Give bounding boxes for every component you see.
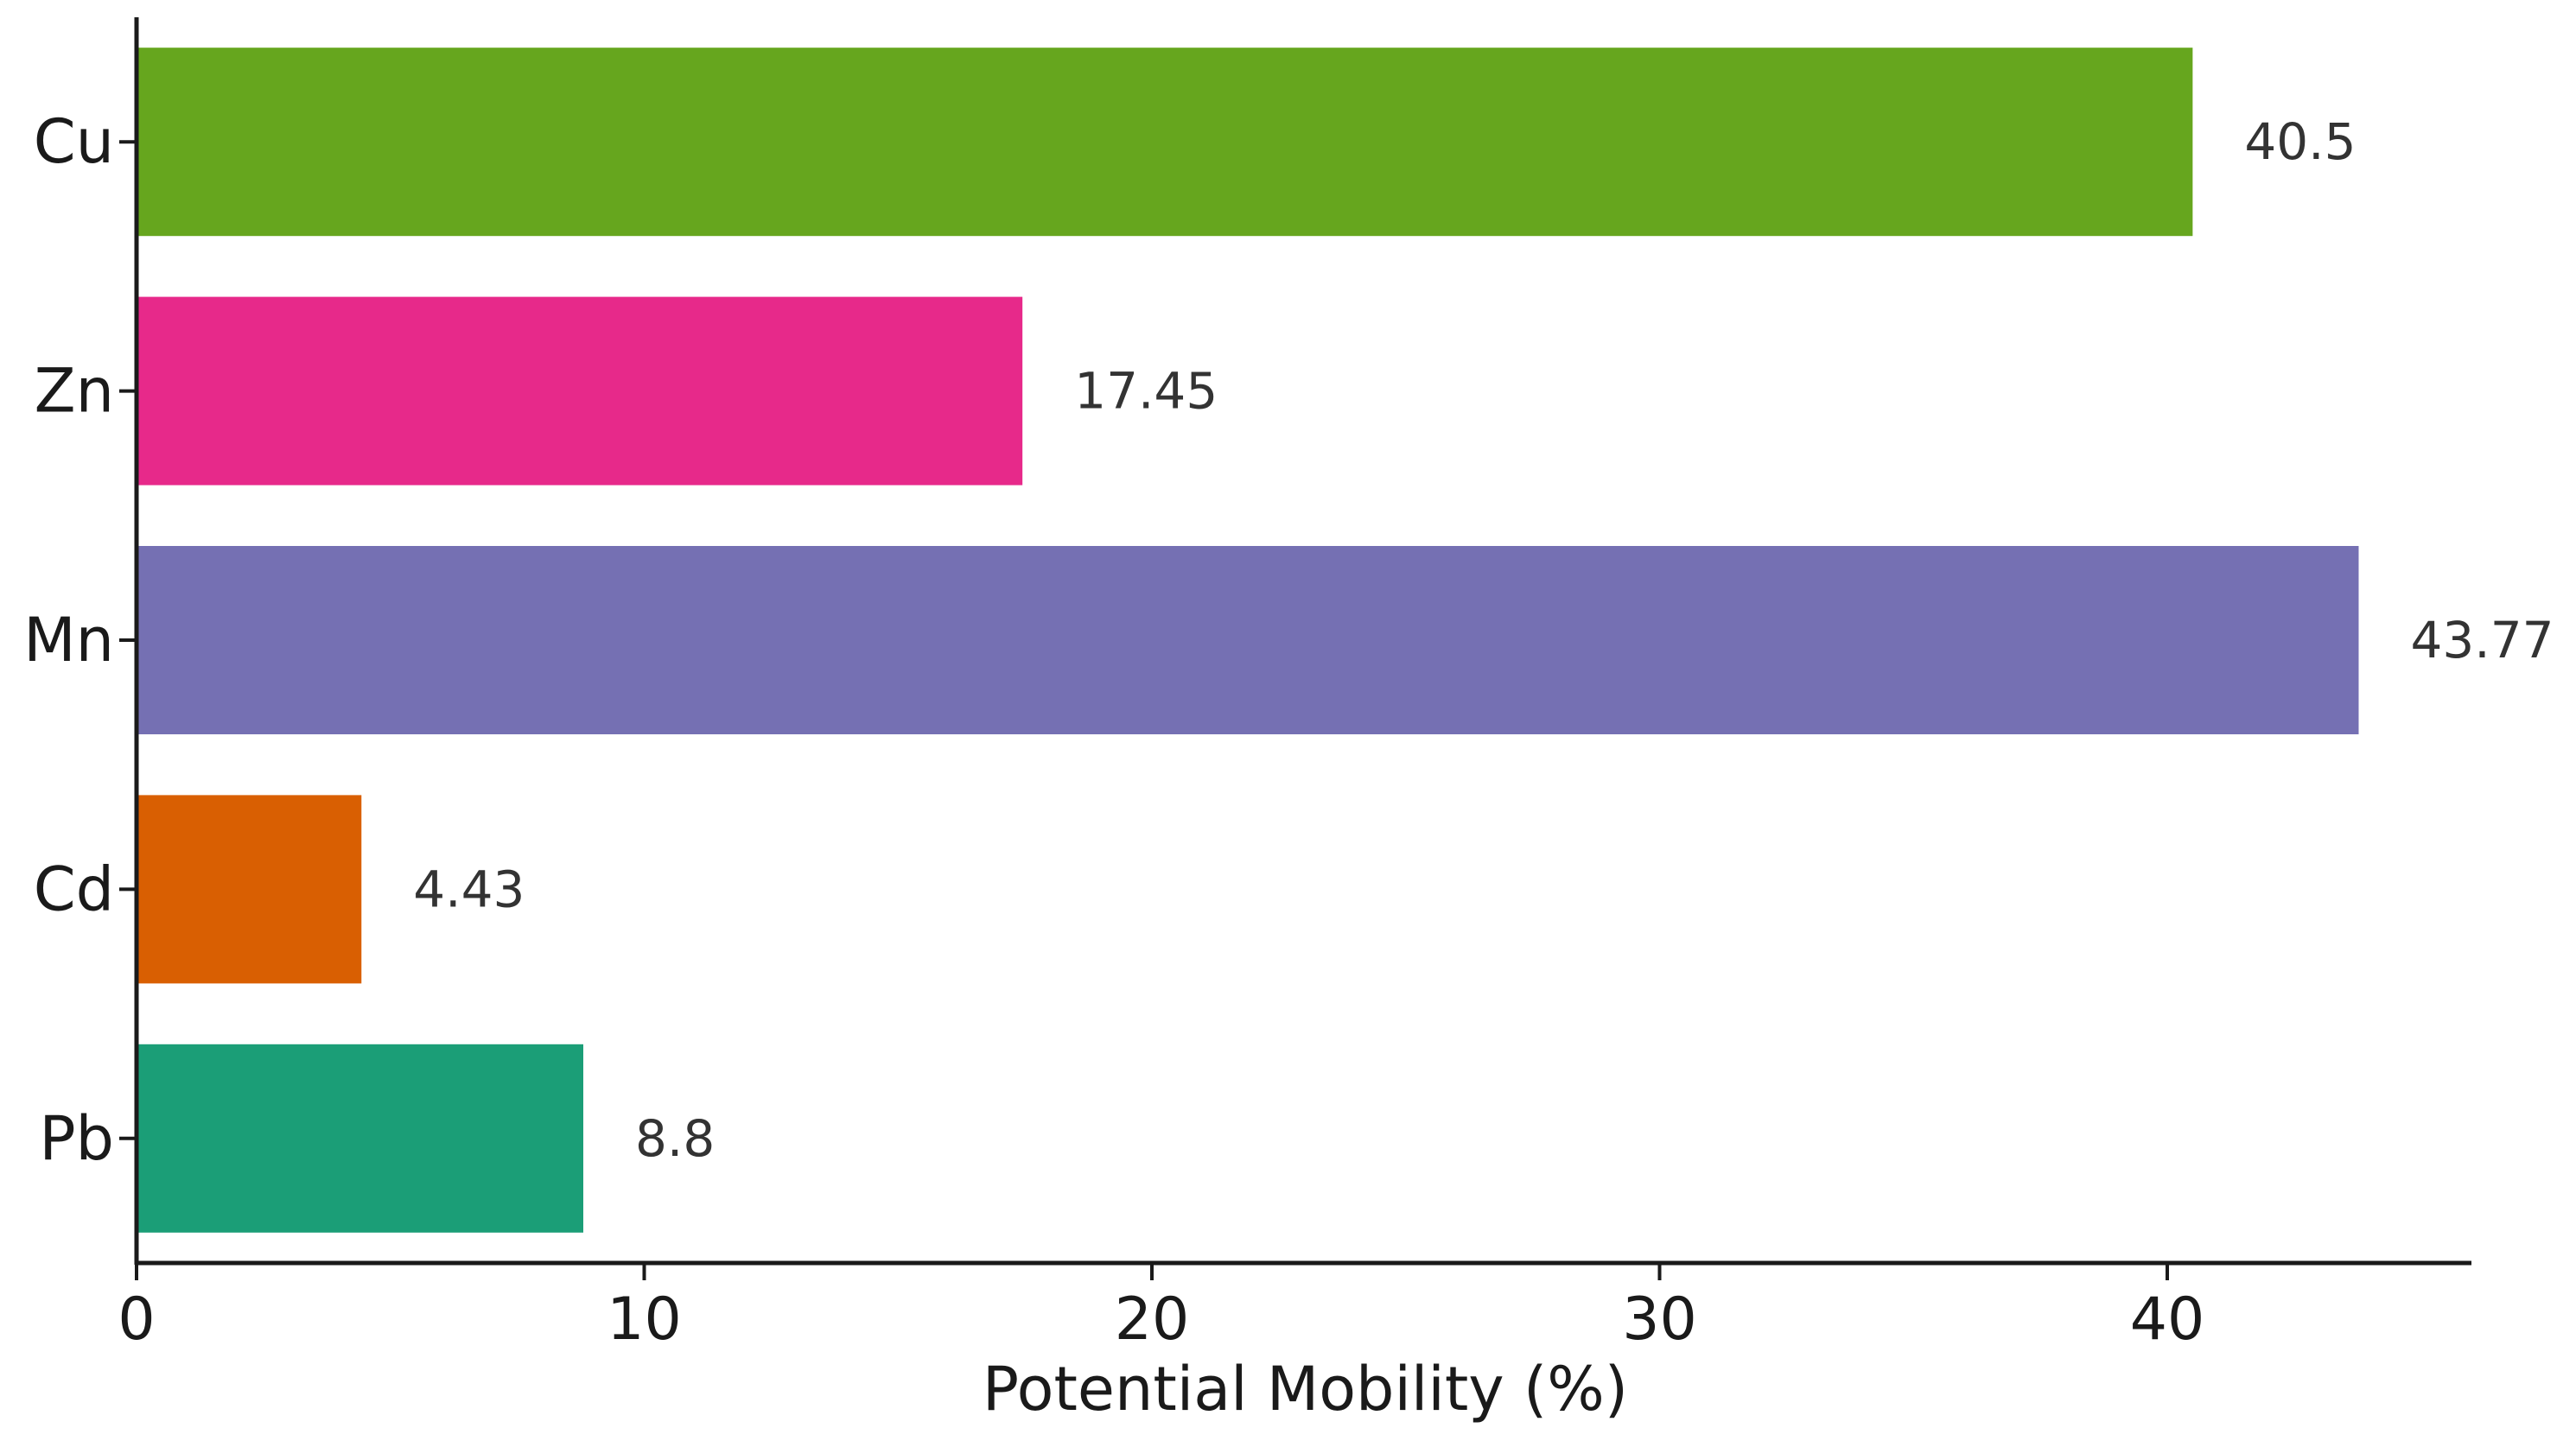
- bar-cu: [137, 48, 2193, 237]
- x-tick-label-30: 30: [1622, 1285, 1697, 1354]
- value-label-pb: 8.8: [635, 1109, 715, 1168]
- value-label-mn: 43.77: [2410, 611, 2554, 670]
- x-ticks-group: 0 10 20 30 40: [118, 1263, 2204, 1354]
- bar-mn: [137, 546, 2359, 734]
- category-label-mn: Mn: [23, 605, 114, 676]
- x-tick-label-20: 20: [1115, 1285, 1190, 1354]
- bars-group: [137, 48, 2359, 1233]
- x-tick-label-40: 40: [2130, 1285, 2205, 1354]
- x-tick-label-0: 0: [118, 1285, 155, 1354]
- category-label-pb: Pb: [39, 1103, 114, 1174]
- x-axis-title: Potential Mobility (%): [983, 1354, 1628, 1425]
- category-label-cu: Cu: [34, 106, 114, 177]
- bar-zn: [137, 296, 1023, 486]
- x-tick-label-10: 10: [607, 1285, 682, 1354]
- value-label-cu: 40.5: [2244, 112, 2356, 171]
- value-label-cd: 4.43: [413, 860, 525, 918]
- category-label-cd: Cd: [34, 854, 114, 924]
- value-labels-group: 40.5 17.45 43.77 4.43 8.8: [413, 112, 2554, 1168]
- bar-cd: [137, 795, 362, 984]
- bar-pb: [137, 1044, 583, 1233]
- category-label-zn: Zn: [35, 356, 114, 427]
- category-labels-group: Cu Zn Mn Cd Pb: [23, 106, 137, 1174]
- value-label-zn: 17.45: [1074, 362, 1218, 421]
